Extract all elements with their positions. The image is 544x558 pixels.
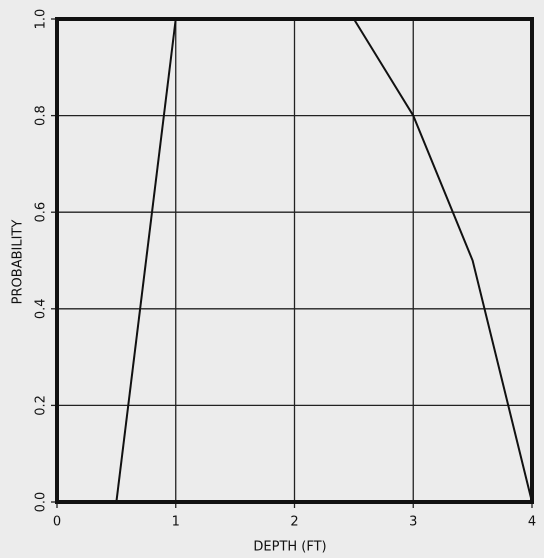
y-tick-label: 1.0 [34, 9, 49, 30]
y-tick-label: 0.8 [34, 105, 49, 126]
y-tick-label: 0.0 [34, 492, 49, 513]
line [353, 18, 533, 503]
y-axis-label: PROBABILITY [11, 220, 26, 305]
x-axis-label: DEPTH (FT) [253, 540, 326, 555]
line [115, 18, 177, 503]
x-tick-label: 0 [53, 515, 61, 530]
x-tick-label: 4 [528, 515, 536, 530]
y-tick-label: 0.2 [34, 395, 49, 416]
plot-frame [55, 17, 534, 504]
y-tick-label: 0.4 [34, 298, 49, 319]
y-tick-label: 0.6 [34, 202, 49, 223]
x-tick-label: 2 [290, 515, 298, 530]
x-tick-label: 1 [172, 515, 180, 530]
x-tick-label: 3 [409, 515, 417, 530]
